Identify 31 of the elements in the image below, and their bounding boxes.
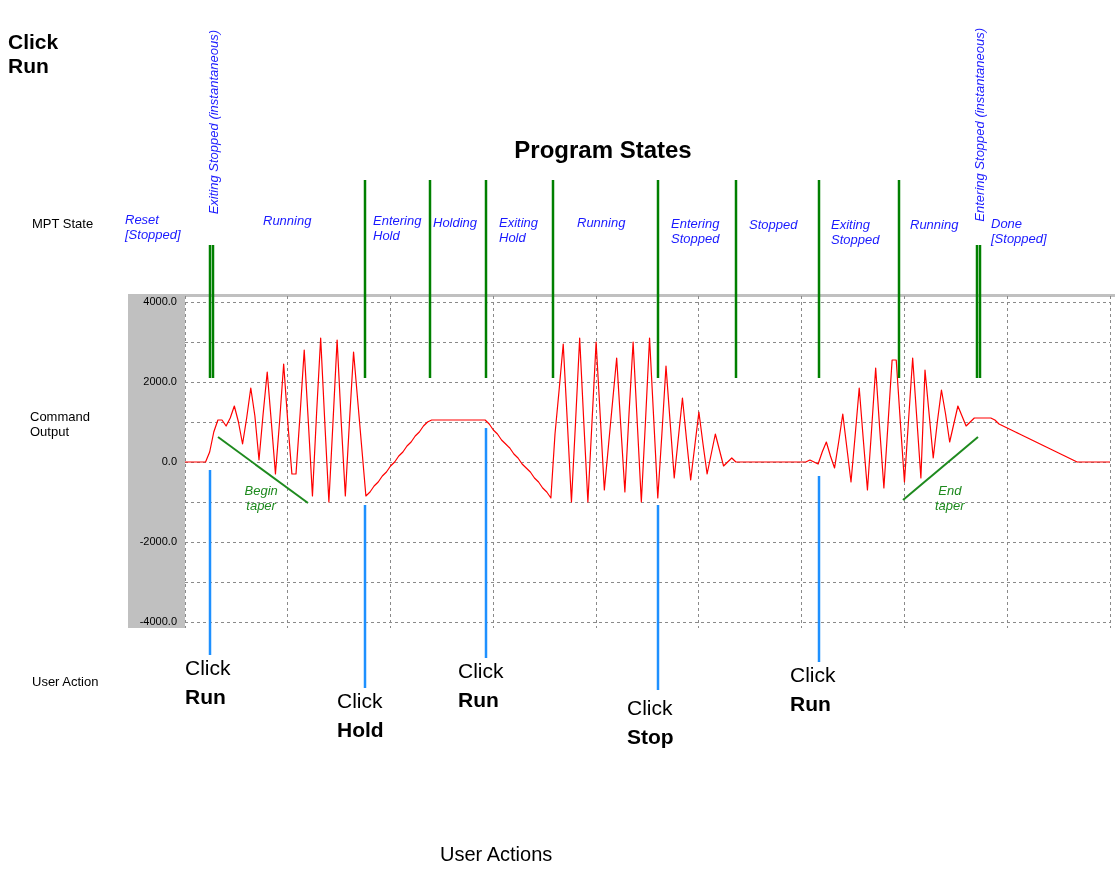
text: Running [910,217,959,233]
text: User Actions [440,843,553,866]
text: Click Stop [627,695,674,751]
text: Exiting Stopped [831,217,880,248]
text: Reset [Stopped] [125,212,181,243]
text: Holding [433,215,478,231]
y-tick-label: 0.0 [161,455,177,468]
text: Click Hold [337,688,384,744]
text: Exiting Hold [499,215,539,246]
y-tick-label: 4000.0 [143,295,177,308]
text: Running [263,213,312,229]
y-tick-label: -4000.0 [139,615,177,628]
text: User Action [32,674,99,690]
text: Done [Stopped] [991,216,1047,247]
text: Click Run [8,30,59,79]
chart-title: Program States [514,136,692,164]
text: Click Run [458,658,504,714]
text: Exiting Stopped (instantaneous) [205,29,222,214]
annotation: Begin taper [244,483,278,514]
y-tick-label: 2000.0 [143,375,177,388]
y-axis-title: Command Output [30,409,91,440]
text: Click Run [185,655,231,711]
text: Click Run [790,662,836,718]
y-tick-label: -2000.0 [139,535,177,548]
text: Stopped [749,217,798,233]
text: Entering Hold [373,213,422,244]
text: Running [577,215,626,231]
text: MPT State [32,216,94,232]
text: Entering Stopped (instantaneous) [971,28,988,222]
annotation: End taper [935,483,965,514]
text: Entering Stopped [671,216,720,247]
